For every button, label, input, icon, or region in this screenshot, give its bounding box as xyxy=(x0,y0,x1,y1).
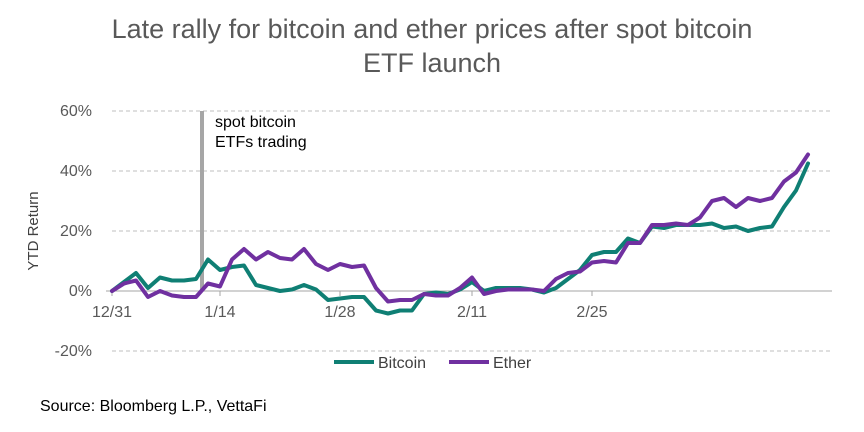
annotation-text-line-1: spot bitcoin xyxy=(215,114,296,131)
legend-label-ether: Ether xyxy=(493,355,532,372)
source-note: Source: Bloomberg L.P., VettaFi xyxy=(40,398,267,415)
x-tick-labels: 12/31 1/14 1/28 2/11 2/25 xyxy=(92,291,608,321)
annotation-text-line-2: ETFs trading xyxy=(215,134,307,151)
y-tick-label: 40% xyxy=(60,163,92,180)
x-tick-label: 12/31 xyxy=(92,304,132,321)
y-tick-label: 20% xyxy=(60,223,92,240)
series-line-ether xyxy=(110,152,810,304)
y-tick-label: -20% xyxy=(55,343,92,360)
chart-title: Late rally for bitcoin and ether prices … xyxy=(0,12,864,80)
series-lines xyxy=(110,152,810,316)
y-axis-label: YTD Return xyxy=(25,191,42,270)
x-tick-label: 2/25 xyxy=(576,304,607,321)
legend: Bitcoin Ether xyxy=(334,355,532,372)
annotation: spot bitcoin ETFs trading xyxy=(200,111,307,291)
y-tick-labels: -20% 0% 20% 40% 60% xyxy=(55,103,92,360)
x-tick-label: 2/11 xyxy=(457,304,487,321)
x-tick-label: 1/28 xyxy=(324,304,355,321)
chart-title-line-1: Late rally for bitcoin and ether prices … xyxy=(111,14,753,44)
y-tick-label: 60% xyxy=(60,103,92,120)
legend-label-bitcoin: Bitcoin xyxy=(378,355,426,372)
x-tick-label: 1/14 xyxy=(204,304,235,321)
gridlines xyxy=(106,110,832,352)
y-tick-label: 0% xyxy=(69,283,92,300)
chart-title-line-2: ETF launch xyxy=(362,48,502,78)
